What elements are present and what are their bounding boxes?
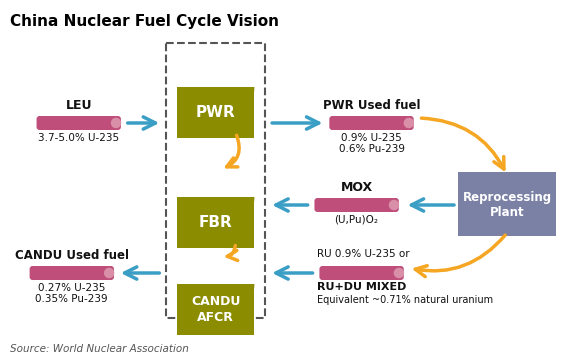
Circle shape (104, 268, 115, 278)
Text: 0.35% Pu-239: 0.35% Pu-239 (35, 294, 108, 304)
Text: PWR: PWR (196, 105, 235, 120)
Text: 0.9% U-235: 0.9% U-235 (341, 133, 402, 143)
FancyBboxPatch shape (30, 266, 114, 280)
Circle shape (394, 268, 404, 278)
Text: 3.7-5.0% U-235: 3.7-5.0% U-235 (38, 133, 119, 143)
Text: Plant: Plant (490, 205, 524, 219)
Wedge shape (177, 197, 254, 236)
Text: CANDU
AFCR: CANDU AFCR (191, 295, 241, 324)
Wedge shape (177, 284, 254, 323)
FancyBboxPatch shape (177, 197, 254, 248)
Text: Reprocessing: Reprocessing (462, 191, 552, 205)
FancyBboxPatch shape (458, 172, 556, 236)
Text: RU 0.9% U-235 or: RU 0.9% U-235 or (317, 249, 410, 259)
Wedge shape (177, 87, 254, 126)
Text: 0.27% U-235: 0.27% U-235 (38, 283, 105, 293)
Text: Equivalent ~0.71% natural uranium: Equivalent ~0.71% natural uranium (317, 295, 494, 305)
FancyBboxPatch shape (177, 87, 254, 138)
Text: CANDU Used fuel: CANDU Used fuel (15, 249, 129, 262)
Text: RU+DU MIXED: RU+DU MIXED (317, 282, 407, 292)
FancyBboxPatch shape (329, 116, 414, 130)
Text: 0.6% Pu-239: 0.6% Pu-239 (339, 144, 405, 154)
Circle shape (404, 118, 414, 128)
Text: PWR Used fuel: PWR Used fuel (323, 99, 420, 112)
Text: China Nuclear Fuel Cycle Vision: China Nuclear Fuel Cycle Vision (10, 14, 279, 29)
Text: LEU: LEU (66, 99, 92, 112)
FancyBboxPatch shape (315, 198, 399, 212)
FancyBboxPatch shape (36, 116, 121, 130)
FancyBboxPatch shape (319, 266, 404, 280)
Text: FBR: FBR (199, 215, 233, 230)
Circle shape (389, 200, 399, 210)
Text: (U,Pu)O₂: (U,Pu)O₂ (335, 215, 378, 225)
FancyBboxPatch shape (177, 284, 254, 335)
Circle shape (111, 118, 121, 128)
Text: MOX: MOX (340, 181, 373, 194)
Text: Source: World Nuclear Association: Source: World Nuclear Association (10, 344, 189, 354)
